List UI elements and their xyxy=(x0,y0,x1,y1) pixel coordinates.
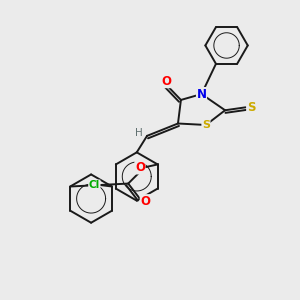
Text: O: O xyxy=(135,161,145,174)
Text: S: S xyxy=(247,101,255,114)
Text: N: N xyxy=(196,88,206,100)
Text: Cl: Cl xyxy=(89,180,100,190)
Text: H: H xyxy=(135,128,143,138)
Text: S: S xyxy=(202,120,210,130)
Text: O: O xyxy=(140,195,150,208)
Text: O: O xyxy=(161,75,171,88)
